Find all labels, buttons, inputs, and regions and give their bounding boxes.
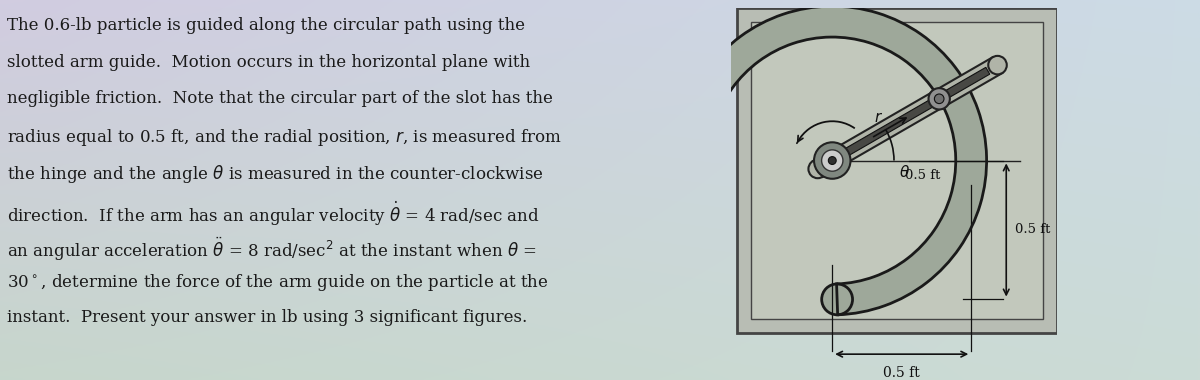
Polygon shape [814,57,1002,177]
Text: direction.  If the arm has an angular velocity $\dot{\theta}$ = 4 rad/sec and: direction. If the arm has an angular vel… [7,200,540,228]
Polygon shape [840,67,990,158]
Text: $\theta$: $\theta$ [899,164,910,180]
Text: slotted arm guide.  Motion occurs in the horizontal plane with: slotted arm guide. Motion occurs in the … [7,54,530,71]
Text: 0.5 ft: 0.5 ft [883,366,920,380]
Bar [737,8,1057,333]
Circle shape [935,94,944,104]
Text: an angular acceleration $\ddot{\theta}$ = 8 rad/sec$^2$ at the instant when $\th: an angular acceleration $\ddot{\theta}$ … [7,236,538,263]
Text: $r$: $r$ [874,111,882,125]
Text: negligible friction.  Note that the circular part of the slot has the: negligible friction. Note that the circu… [7,90,553,107]
Circle shape [809,160,827,178]
Text: radius equal to 0.5 ft, and the radial position, $r$, is measured from: radius equal to 0.5 ft, and the radial p… [7,127,563,147]
Text: 0.5 ft: 0.5 ft [905,169,941,182]
Text: the hinge and the angle $\theta$ is measured in the counter-clockwise: the hinge and the angle $\theta$ is meas… [7,163,544,185]
Polygon shape [678,6,986,315]
Text: The 0.6-lb particle is guided along the circular path using the: The 0.6-lb particle is guided along the … [7,17,526,34]
Circle shape [822,150,842,171]
Circle shape [814,142,851,179]
Circle shape [685,188,715,219]
Circle shape [929,88,950,109]
Text: 30$^\circ$, determine the force of the arm guide on the particle at the: 30$^\circ$, determine the force of the a… [7,272,548,293]
Circle shape [989,56,1007,74]
Circle shape [828,157,836,165]
Text: 0.5 ft: 0.5 ft [1015,223,1050,236]
Circle shape [822,284,852,315]
Text: instant.  Present your answer in lb using 3 significant figures.: instant. Present your answer in lb using… [7,309,528,326]
Bar [751,22,1043,319]
